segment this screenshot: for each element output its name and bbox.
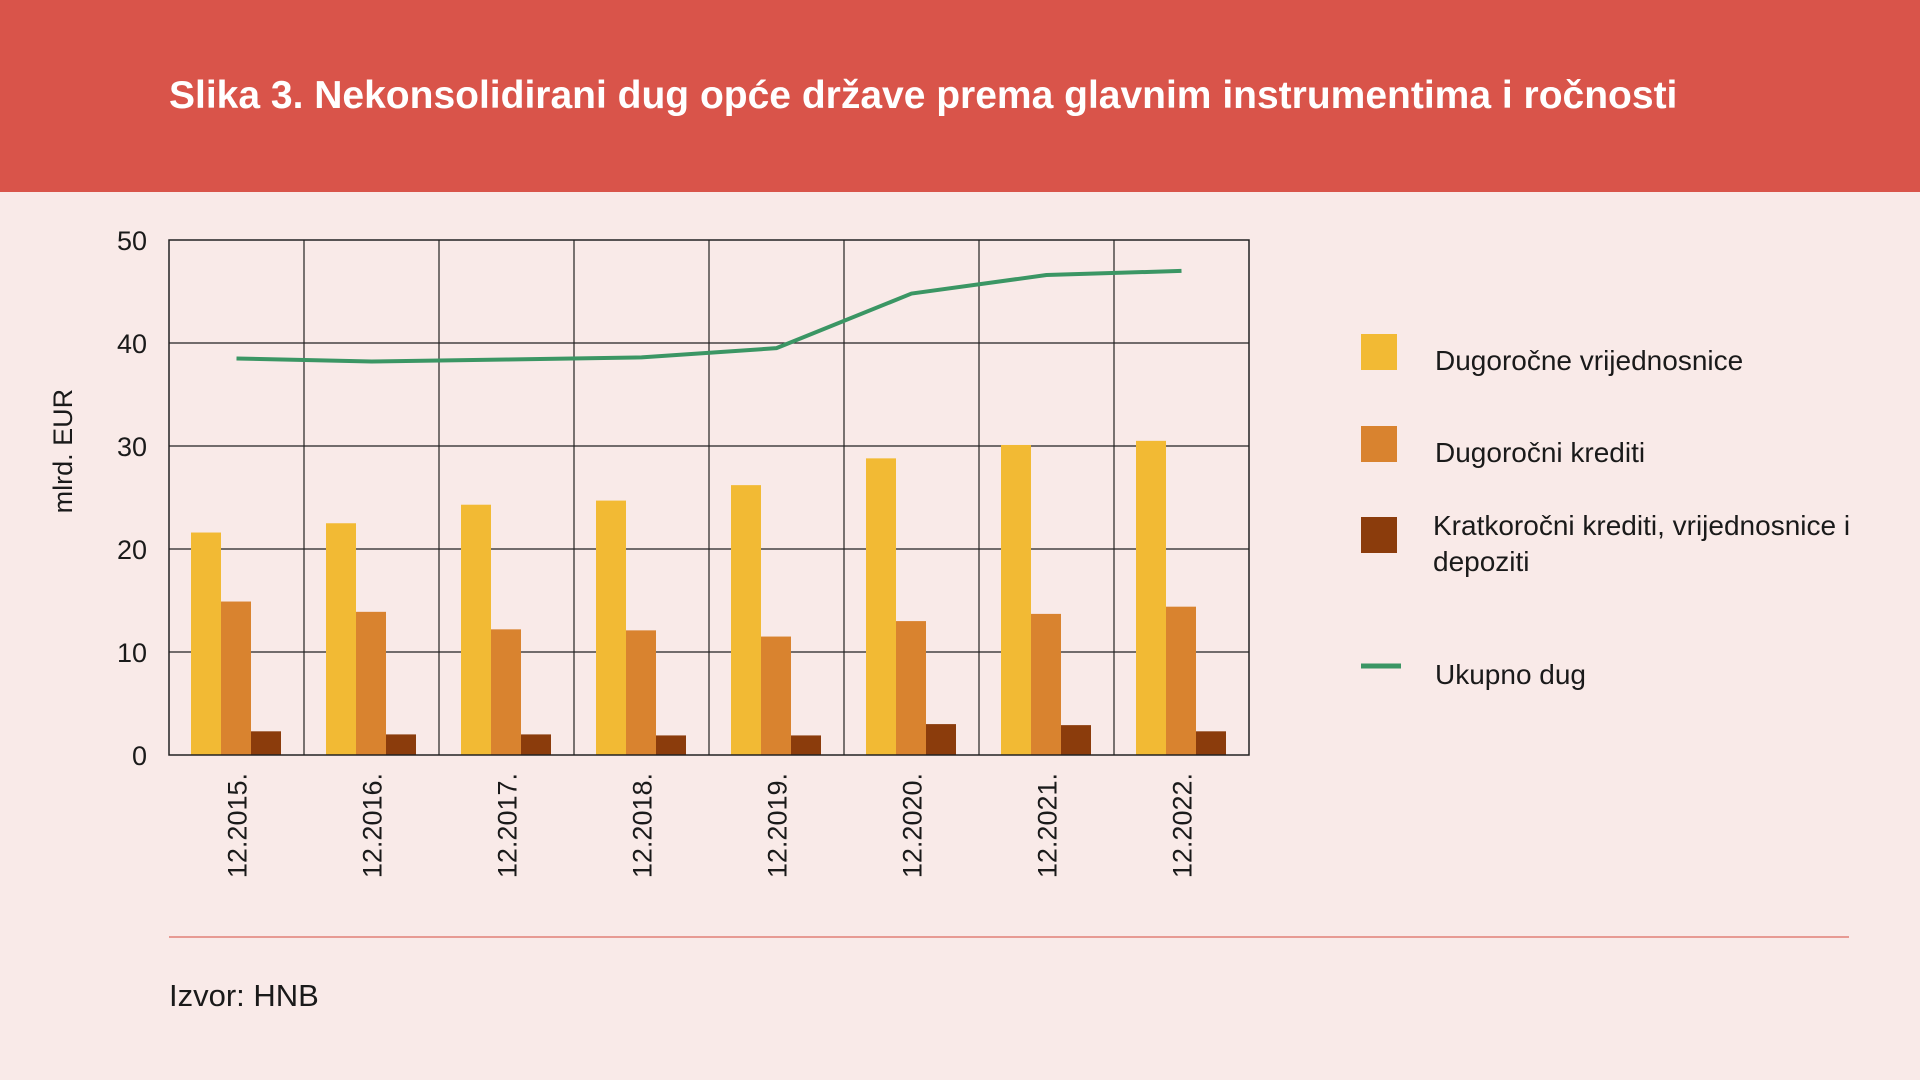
bar-2-12.2020. xyxy=(896,621,926,755)
bar-1-12.2020. xyxy=(866,458,896,755)
bar-1-12.2016. xyxy=(326,523,356,755)
bar-3-12.2019. xyxy=(791,735,821,755)
x-tick-label: 12.2019. xyxy=(763,773,793,878)
x-tick-label: 12.2018. xyxy=(628,773,658,878)
y-tick-label: 30 xyxy=(117,432,147,462)
bar-2-12.2019. xyxy=(761,636,791,755)
bar-1-12.2015. xyxy=(191,532,221,755)
plot-frame xyxy=(168,239,1250,756)
bar-2-12.2016. xyxy=(356,611,386,755)
bar-3-12.2018. xyxy=(656,735,686,755)
bar-3-12.2016. xyxy=(386,734,416,755)
series-line-total xyxy=(236,268,1182,364)
bar-2-12.2015. xyxy=(221,601,251,755)
bar-1-12.2019. xyxy=(731,485,761,755)
y-axis-label: mlrd. EUR xyxy=(48,389,78,514)
y-tick-label: 0 xyxy=(132,741,147,771)
legend-label-2: Dugoročni krediti xyxy=(1435,437,1645,468)
y-tick-label: 20 xyxy=(117,535,147,565)
chart-title: Slika 3. Nekonsolidirani dug opće države… xyxy=(169,74,1678,117)
x-tick-label: 12.2021. xyxy=(1033,773,1063,878)
bar-3-12.2017. xyxy=(521,734,551,755)
x-tick-label: 12.2020. xyxy=(898,773,928,878)
bar-2-12.2017. xyxy=(491,629,521,755)
divider xyxy=(169,936,1849,938)
bar-3-12.2020. xyxy=(926,724,956,755)
bar-2-12.2022. xyxy=(1166,606,1196,755)
legend-label-3: Kratkoročni krediti, vrijednosnice i depo… xyxy=(1433,510,1850,577)
legend-swatch-1 xyxy=(1361,334,1397,370)
x-tick-label: 12.2016. xyxy=(358,773,388,878)
y-tick-label: 40 xyxy=(117,329,147,359)
x-tick-label: 12.2022. xyxy=(1168,773,1198,878)
bar-3-12.2015. xyxy=(251,731,281,755)
x-tick-label: 12.2017. xyxy=(493,773,523,878)
legend-label-1: Dugoročne vrijednosnice xyxy=(1435,345,1743,376)
legend-label-4: Ukupno dug xyxy=(1435,659,1586,690)
bar-3-12.2022. xyxy=(1196,731,1226,755)
bar-1-12.2021. xyxy=(1001,444,1031,755)
source-note: Izvor: HNB xyxy=(169,978,319,1013)
header-banner: Slika 3. Nekonsolidirani dug opće države… xyxy=(0,0,1920,192)
bar-2-12.2021. xyxy=(1031,613,1061,755)
bar-1-12.2022. xyxy=(1136,440,1166,755)
y-tick-label: 10 xyxy=(117,638,147,668)
bar-3-12.2021. xyxy=(1061,725,1091,755)
legend-swatch-3 xyxy=(1361,517,1397,553)
bar-1-12.2018. xyxy=(596,500,626,755)
y-tick-label: 50 xyxy=(117,226,147,256)
bar-1-12.2017. xyxy=(461,504,491,755)
bar-2-12.2018. xyxy=(626,630,656,755)
legend-swatch-2 xyxy=(1361,426,1397,462)
x-tick-label: 12.2015. xyxy=(223,773,253,878)
